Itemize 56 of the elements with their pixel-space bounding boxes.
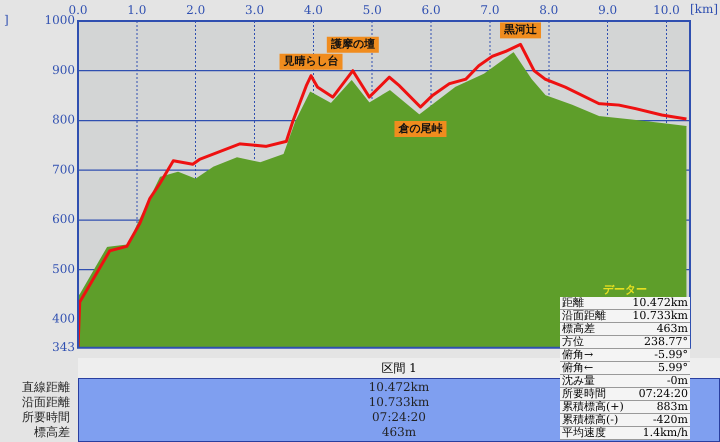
text: 10.733km <box>368 395 430 409</box>
x-tick-label: 10.0 <box>653 2 680 17</box>
text: 463m <box>382 425 416 439</box>
x-tick-label: 6.0 <box>422 2 441 17</box>
text: 10.472km <box>368 380 430 394</box>
annotation: 標高差 <box>562 322 595 335</box>
y-tick-label: 900 <box>52 62 75 77</box>
annotation: 238.77° <box>644 335 688 348</box>
annotation: 10.472km <box>632 296 688 309</box>
y-tick-label: 1000 <box>44 13 75 28</box>
annotation: 10.733km <box>632 309 688 322</box>
text: 所要時間 <box>22 410 70 425</box>
text: 883m <box>656 400 688 413</box>
text: データー <box>602 283 648 297</box>
text: 区間 1 <box>381 361 417 375</box>
annotation: 護摩の壇 <box>330 38 375 51</box>
text: 俯角← <box>562 361 594 374</box>
text: 1.4km/h <box>642 426 688 439</box>
y-axis-title: ] <box>4 13 9 28</box>
x-tick-label: 9.0 <box>598 2 618 17</box>
x-tick-label: 7.0 <box>480 2 500 17</box>
y-tick-label: 600 <box>52 212 75 226</box>
y-tick-label: 500 <box>52 262 75 276</box>
text: 累積標高(-) <box>562 413 618 426</box>
x-axis-title: [km] <box>690 2 718 16</box>
text: 沿面距離 <box>22 395 70 410</box>
annotation: 倉の尾峠 <box>397 122 442 135</box>
text: 07:24:20 <box>638 387 688 400</box>
text: 所要時間 <box>562 387 606 400</box>
y-tick-label: 400 <box>52 312 75 326</box>
text: -420m <box>652 413 688 426</box>
annotation: 黒河辻 <box>503 23 538 36</box>
annotation: 見晴らし台 <box>282 54 339 68</box>
y-tick-label: 700 <box>52 162 75 176</box>
x-tick-label: 3.0 <box>244 2 264 17</box>
text: -5.99° <box>654 348 688 361</box>
annotation: 沿面距離 <box>562 309 606 322</box>
x-tick-label: 1.0 <box>127 2 146 17</box>
y-tick-label: 343 <box>52 340 75 354</box>
annotation: 方位 <box>562 335 584 348</box>
text: 標高差 <box>34 425 70 440</box>
y-tick-label: 800 <box>52 112 75 127</box>
annotation: 距離 <box>562 296 584 309</box>
text: 平均速度 <box>562 426 606 439</box>
text: 俯角→ <box>562 348 594 361</box>
x-tick-label: 4.0 <box>304 2 323 17</box>
x-tick-label: 8.0 <box>539 2 558 17</box>
text: 累積標高(+) <box>562 400 624 413</box>
text: 07:24:20 <box>372 410 426 424</box>
text: 沈み量 <box>562 374 595 387</box>
x-tick-label: 2.0 <box>186 2 206 17</box>
text: 直線距離 <box>22 380 70 395</box>
text: 5.99° <box>658 361 688 374</box>
text: -0m <box>666 374 688 387</box>
annotation: 463m <box>656 322 688 335</box>
x-tick-label: 5.0 <box>362 2 382 17</box>
